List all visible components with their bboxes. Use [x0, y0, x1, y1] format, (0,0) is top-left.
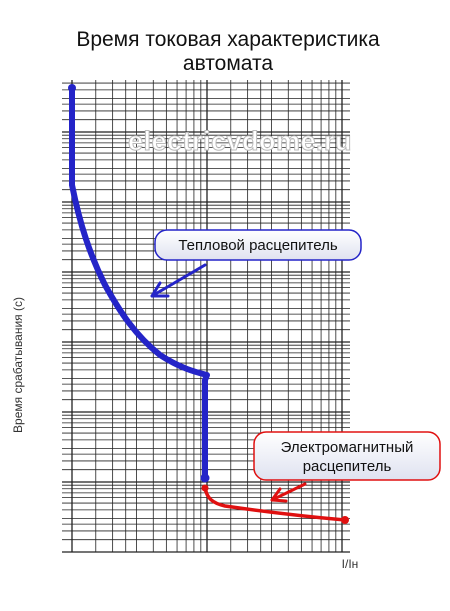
- curve-dot: [200, 473, 210, 483]
- curve-dot: [201, 484, 209, 492]
- callout-arrow: [150, 263, 207, 298]
- callout-text: расцепитель: [303, 458, 392, 475]
- callout-box: [253, 431, 441, 481]
- callout-text: Электромагнитный: [281, 439, 414, 456]
- magnetic-curve: [203, 486, 347, 522]
- curve-dot: [341, 516, 349, 524]
- title-line: автомата: [183, 52, 273, 75]
- curve-dot: [68, 84, 76, 92]
- callout-text: Тепловой расцепитель: [178, 237, 337, 254]
- callout-box: [154, 229, 362, 261]
- thermal-curve: [69, 85, 210, 481]
- x-axis-label: I/Iн: [342, 557, 359, 571]
- y-axis-label: Время срабатывания (с): [11, 297, 25, 433]
- watermark: electricvdome.ru: [128, 126, 352, 156]
- callout-arrow: [270, 482, 307, 503]
- title-line: Время токовая характеристика: [76, 28, 380, 51]
